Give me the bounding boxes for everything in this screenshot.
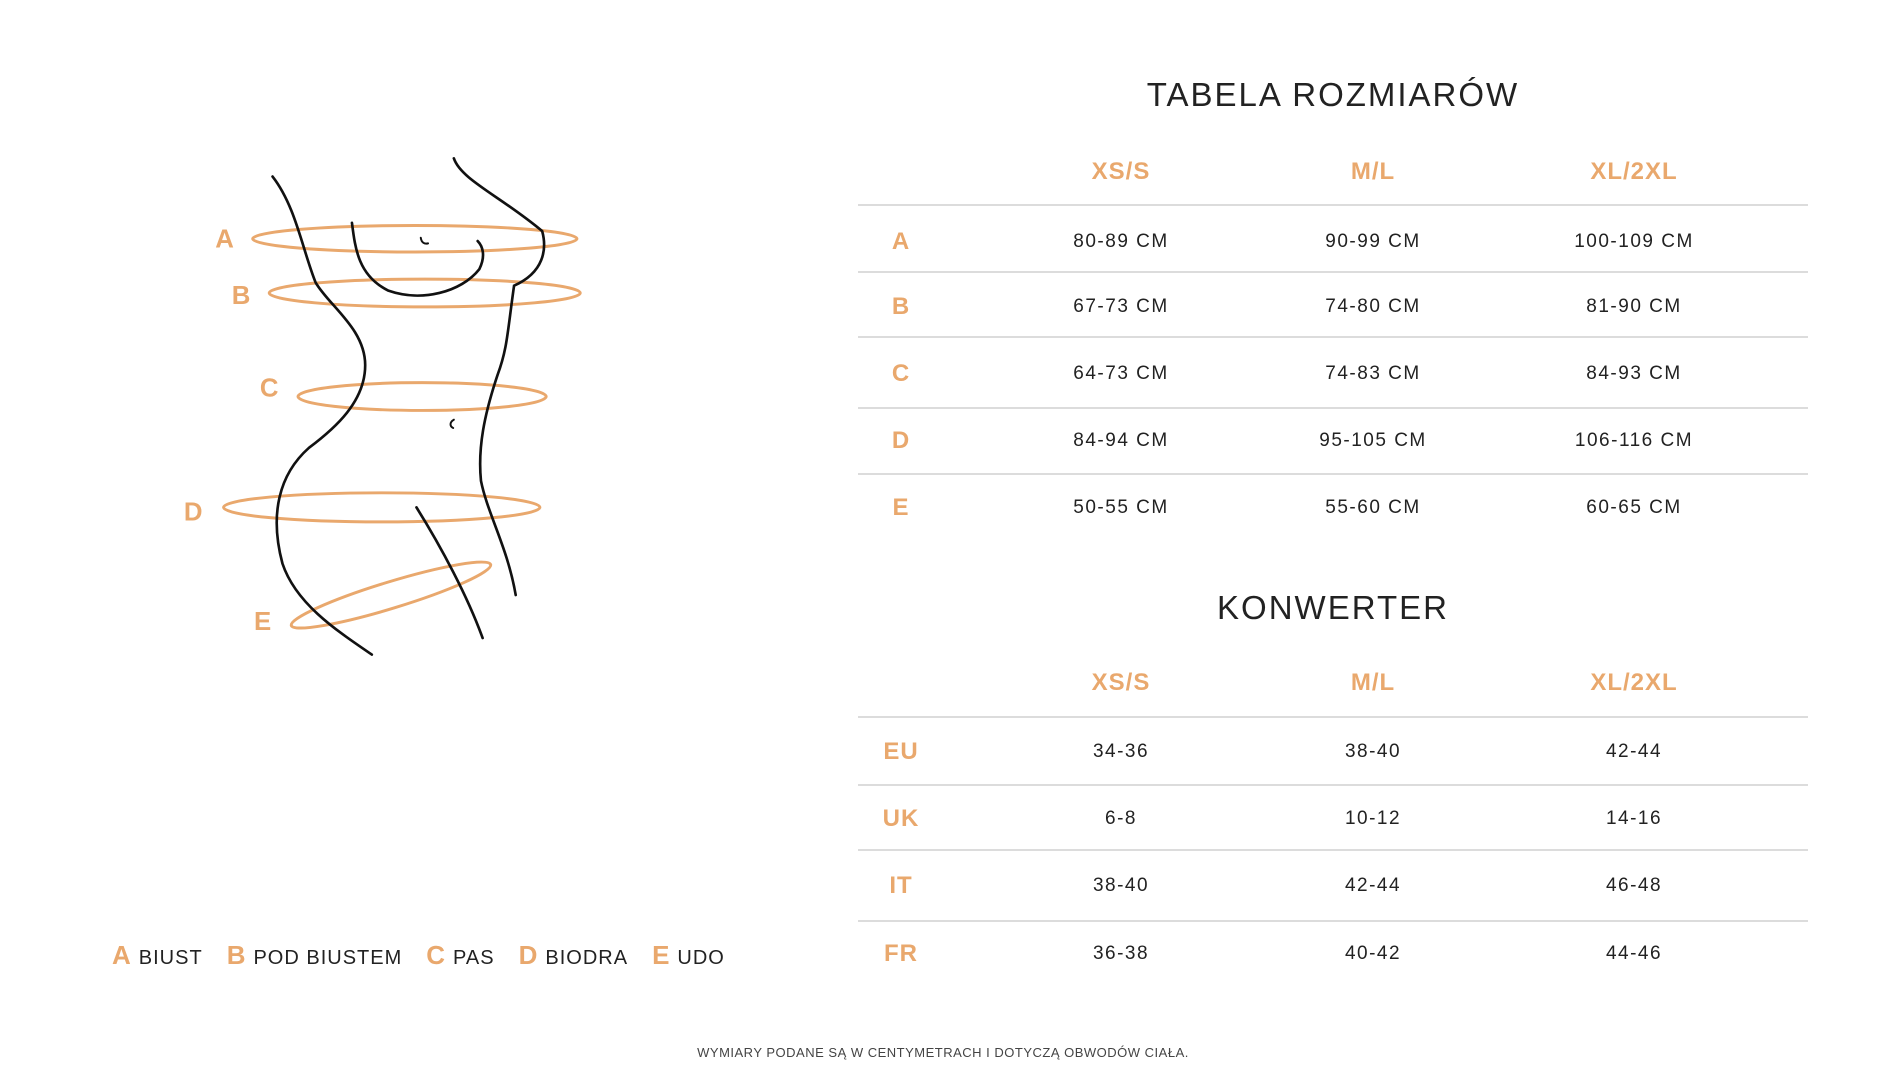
legend-label-c: PAS xyxy=(453,947,495,969)
body-measurement-figure: A B C D E xyxy=(184,157,582,656)
figure-label-b: B xyxy=(232,282,251,310)
size-table-cell: 50-55 CM xyxy=(1073,497,1169,518)
legend-label-b: POD BIUSTEM xyxy=(253,947,403,969)
measure-ring-c xyxy=(296,381,548,412)
converter-cell: 36-38 xyxy=(1092,943,1150,964)
figure-label-c: C xyxy=(260,375,279,403)
size-table-column-header: XS/S xyxy=(1091,158,1151,185)
converter-cell: 40-42 xyxy=(1344,943,1402,964)
body-outline-front xyxy=(452,157,546,597)
converter-column-header: XL/2XL xyxy=(1590,669,1678,696)
row-divider xyxy=(858,407,1808,409)
converter-row-label: IT xyxy=(889,872,913,899)
figure-label-a: A xyxy=(215,226,234,254)
size-table-cell: 95-105 CM xyxy=(1319,430,1427,451)
size-table-title: TABELA ROZMIARÓW xyxy=(1146,76,1520,113)
size-table-cell: 74-83 CM xyxy=(1325,363,1421,384)
legend-label-e: UDO xyxy=(677,947,725,969)
converter-cell: 38-40 xyxy=(1344,741,1402,762)
size-table-cell: 84-93 CM xyxy=(1586,363,1682,384)
size-table-row-label: C xyxy=(891,360,911,387)
row-divider xyxy=(858,784,1808,786)
nipple-mark xyxy=(419,236,430,245)
figure-label-e: E xyxy=(254,608,271,636)
legend-label-a: BIUST xyxy=(138,947,203,969)
row-divider xyxy=(858,204,1808,206)
size-table-cell: 106-116 CM xyxy=(1574,430,1694,451)
row-divider xyxy=(858,849,1808,851)
size-table-cell: 81-90 CM xyxy=(1586,296,1682,317)
row-divider xyxy=(858,920,1808,922)
row-divider xyxy=(858,716,1808,718)
measure-ring-a xyxy=(251,224,579,254)
converter-cell: 10-12 xyxy=(1344,808,1402,829)
legend-label-d: BIODRA xyxy=(545,947,629,969)
legend-key-c: C xyxy=(426,940,447,970)
bust-outline xyxy=(350,221,485,297)
converter-row-label: FR xyxy=(884,940,918,967)
size-table-row-label: B xyxy=(891,293,911,320)
size-table-cell: 67-73 CM xyxy=(1073,296,1169,317)
legend-key-a: A xyxy=(112,940,132,970)
converter-column-header: M/L xyxy=(1350,669,1396,696)
size-table-cell: 55-60 CM xyxy=(1325,497,1421,518)
converter-cell: 46-48 xyxy=(1605,875,1663,896)
size-table-cell: 100-109 CM xyxy=(1574,231,1694,252)
converter-column-header: XS/S xyxy=(1091,669,1151,696)
legend-key-d: D xyxy=(518,940,539,970)
measure-ring-d xyxy=(222,491,542,524)
size-table-cell: 74-80 CM xyxy=(1325,296,1421,317)
size-table-column-header: M/L xyxy=(1350,158,1396,185)
size-table-row-label: D xyxy=(891,427,911,454)
converter-title: KONWERTER xyxy=(1217,589,1449,626)
size-table-cell: 84-94 CM xyxy=(1073,430,1169,451)
converter-cell: 34-36 xyxy=(1092,741,1150,762)
measure-ring-b xyxy=(267,277,582,309)
converter-cell: 42-44 xyxy=(1605,741,1663,762)
row-divider xyxy=(858,271,1808,273)
navel-mark xyxy=(449,418,455,429)
size-table-cell: 90-99 CM xyxy=(1325,231,1421,252)
legend-key-b: B xyxy=(226,940,247,970)
size-table-row-label: A xyxy=(891,228,911,255)
row-divider xyxy=(858,473,1808,475)
row-divider xyxy=(858,336,1808,338)
size-table-column-header: XL/2XL xyxy=(1590,158,1678,185)
measurement-legend: A BIUST B POD BIUSTEM C PAS D BIODRA E UDO xyxy=(112,940,749,971)
legend-key-e: E xyxy=(652,940,671,970)
converter-cell: 14-16 xyxy=(1605,808,1663,829)
converter-row-label: UK xyxy=(882,805,920,832)
body-outline-back xyxy=(271,175,374,656)
converter-cell: 38-40 xyxy=(1092,875,1150,896)
size-table-row-label: E xyxy=(892,494,910,521)
converter-cell: 6-8 xyxy=(1105,808,1137,829)
figure-label-d: D xyxy=(184,499,203,527)
size-table-cell: 60-65 CM xyxy=(1586,497,1682,518)
size-table-cell: 80-89 CM xyxy=(1073,231,1169,252)
size-table-cell: 64-73 CM xyxy=(1073,363,1169,384)
converter-cell: 44-46 xyxy=(1605,943,1663,964)
footer-note: WYMIARY PODANE SĄ W CENTYMETRACH I DOTYC… xyxy=(697,1045,1189,1060)
leg-outline xyxy=(415,506,484,640)
converter-cell: 42-44 xyxy=(1344,875,1402,896)
measure-ring-e xyxy=(289,560,493,630)
converter-row-label: EU xyxy=(883,738,919,765)
